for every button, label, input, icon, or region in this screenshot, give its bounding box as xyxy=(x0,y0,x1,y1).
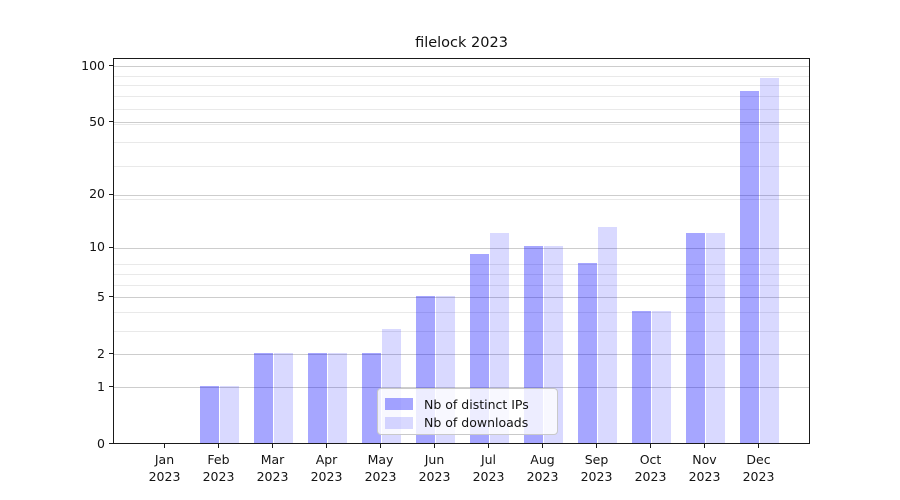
gridline-major xyxy=(114,297,809,299)
x-axis-tick-label: Mar 2023 xyxy=(256,451,289,484)
bar-downloads xyxy=(219,385,240,443)
plot-area: Nb of distinct IPs Nb of downloads xyxy=(113,58,810,444)
gridline-minor xyxy=(114,142,809,144)
x-axis-tick-label: Jul 2023 xyxy=(472,451,505,484)
gridline-major xyxy=(114,354,809,356)
gridline-minor xyxy=(114,96,809,98)
x-axis-tick-label: Jan 2023 xyxy=(148,451,181,484)
bar-downloads xyxy=(651,310,672,443)
y-axis-tick-label: 1 xyxy=(97,378,105,394)
bar-distinct-ips xyxy=(739,91,760,443)
gridline-minor xyxy=(114,264,809,266)
y-tick-mark xyxy=(109,246,113,248)
x-axis-tick-label: Feb 2023 xyxy=(202,451,235,484)
y-tick-mark xyxy=(109,442,113,445)
legend-swatch-downloads xyxy=(385,416,413,429)
y-tick-mark xyxy=(109,193,113,195)
y-axis-tick-label: 10 xyxy=(89,239,105,255)
legend-label: Nb of distinct IPs xyxy=(424,396,529,412)
gridline-minor xyxy=(114,85,809,87)
y-tick-mark xyxy=(109,121,113,123)
gridline-major xyxy=(114,194,809,196)
x-tick-mark xyxy=(487,443,490,448)
y-tick-mark xyxy=(109,353,113,355)
gridline-minor xyxy=(114,273,809,275)
gridline-major xyxy=(114,66,809,68)
bar-distinct-ips xyxy=(253,352,274,443)
x-axis-tick-label: Oct 2023 xyxy=(634,451,667,484)
y-axis-tick-label: 0 xyxy=(97,435,105,451)
bar-downloads xyxy=(759,78,780,443)
gridline-minor xyxy=(114,198,809,200)
x-tick-mark xyxy=(379,443,382,448)
gridline-minor xyxy=(114,312,809,314)
legend-item: Nb of distinct IPs xyxy=(385,395,549,414)
bar-downloads xyxy=(327,352,348,443)
y-tick-mark xyxy=(109,296,113,298)
bar-distinct-ips xyxy=(199,385,220,443)
y-axis-tick-label: 100 xyxy=(81,57,105,73)
y-axis-tick-label: 2 xyxy=(97,345,105,361)
x-tick-mark xyxy=(325,443,328,448)
x-tick-mark xyxy=(541,443,544,448)
x-axis-tick-label: Jun 2023 xyxy=(418,451,451,484)
x-tick-mark xyxy=(163,443,166,448)
gridline-major xyxy=(114,387,809,389)
gridline-minor xyxy=(114,108,809,110)
x-axis-tick-label: Dec 2023 xyxy=(742,451,775,484)
x-tick-mark xyxy=(757,443,760,448)
y-axis-tick-label: 20 xyxy=(89,186,105,202)
x-axis-tick-label: Nov 2023 xyxy=(688,451,721,484)
y-axis-tick-label: 50 xyxy=(89,113,105,129)
gridline-minor xyxy=(114,123,809,125)
x-axis-tick-label: Apr 2023 xyxy=(310,451,343,484)
x-axis-tick-label: Aug 2023 xyxy=(526,451,559,484)
x-tick-mark xyxy=(649,443,652,448)
bar-distinct-ips xyxy=(631,310,652,443)
x-tick-mark xyxy=(595,443,598,448)
legend-label: Nb of downloads xyxy=(424,415,529,431)
y-tick-mark xyxy=(109,386,113,388)
y-axis-tick-label: 5 xyxy=(97,288,105,304)
x-axis-tick-label: Sep 2023 xyxy=(580,451,613,484)
bar-distinct-ips xyxy=(577,262,598,443)
bar-distinct-ips xyxy=(685,232,706,443)
legend-swatch-distinct-ips xyxy=(385,398,413,411)
gridline-major xyxy=(114,247,809,249)
gridline-minor xyxy=(114,75,809,77)
bar-downloads xyxy=(273,352,294,443)
chart-title: filelock 2023 xyxy=(415,35,508,51)
bar-distinct-ips xyxy=(361,352,382,443)
x-tick-mark xyxy=(271,443,274,448)
gridline-minor xyxy=(114,330,809,332)
legend: Nb of distinct IPs Nb of downloads xyxy=(377,388,558,435)
x-tick-mark xyxy=(217,443,220,448)
x-tick-mark xyxy=(433,443,436,448)
x-tick-mark xyxy=(703,443,706,448)
legend-item: Nb of downloads xyxy=(385,414,549,433)
gridline-minor xyxy=(114,284,809,286)
x-axis-tick-label: May 2023 xyxy=(364,451,397,484)
bar-downloads xyxy=(705,232,726,443)
gridline-minor xyxy=(114,165,809,167)
gridline-major xyxy=(114,122,809,124)
bar-downloads xyxy=(597,226,618,443)
y-tick-mark xyxy=(109,65,113,67)
bar-distinct-ips xyxy=(307,352,328,443)
